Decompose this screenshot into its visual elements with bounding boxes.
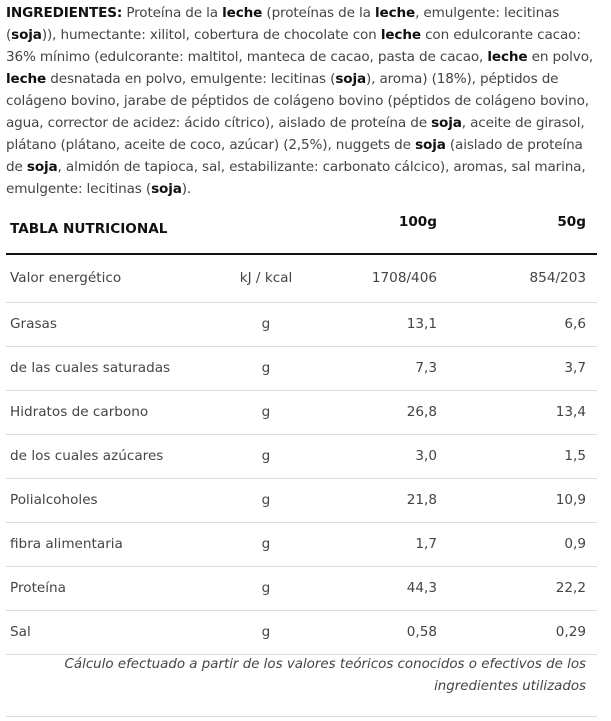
nutrition-table-header: TABLA NUTRICIONAL 100g 50g [6,206,597,255]
ingredient-text: (aislado de proteína de [6,137,583,175]
nutrition-row: Proteína g 44,3 22,2 [6,567,597,611]
nutrient-label: Hidratos de carbono [10,404,149,420]
calculation-footnote: Cálculo efectuado a partir de los valore… [64,657,586,694]
nutrient-value-100g: 1708/406 [371,270,437,286]
nutrient-unit: g [261,580,271,596]
nutrient-label: de las cuales saturadas [10,360,171,376]
nutrition-row: Valor energético kJ / kcal 1708/406 854/203 [6,255,597,303]
nutrition-row: Polialcoholes g 21,8 10,9 [6,479,597,523]
nutrition-row: de las cuales saturadas g 7,3 3,7 [6,347,597,391]
nutrition-row: Sal g 0,58 0,29 [6,611,597,655]
nutrient-value-50g: 13,4 [555,404,586,420]
ingredient-text: con edulcorante cacao: 36% mínimo (edulc… [6,27,581,65]
ingredient-highlight: leche [374,5,416,21]
nutrition-row: fibra alimentaria g 1,7 0,9 [6,523,597,567]
nutrient-unit: g [261,492,271,508]
nutrition-table: TABLA NUTRICIONAL 100g 50g Valor energét… [6,206,597,655]
ingredient-text: (proteínas de la [262,5,375,21]
nutrient-label: fibra alimentaria [10,536,123,552]
nutrient-value-100g: 3,0 [415,448,437,464]
ingredients-paragraph: INGREDIENTES: Proteína de la leche (prot… [6,2,596,200]
nutrient-value-100g: 0,58 [406,624,437,640]
nutrition-row: de los cuales azúcares g 3,0 1,5 [6,435,597,479]
column-header-100g: 100g [398,214,437,230]
nutrient-unit: g [261,536,271,552]
nutrient-label: Polialcoholes [10,492,98,508]
nutrient-value-50g: 0,9 [564,536,586,552]
ingredient-highlight: soja [335,71,366,87]
nutrient-value-50g: 22,2 [555,580,586,596]
nutrition-row: Grasas g 13,1 6,6 [6,303,597,347]
ingredient-highlight: leche [222,5,263,21]
bottom-divider [6,716,597,717]
ingredient-text: ), aroma) (18%), péptidos de colágeno bo… [6,71,589,131]
nutrient-unit: g [261,316,271,332]
ingredient-highlight: INGREDIENTES: [6,5,123,21]
ingredient-highlight: soja [151,181,182,197]
nutrient-value-100g: 21,8 [406,492,437,508]
column-header-50g: 50g [557,214,586,230]
ingredient-highlight: soja [26,159,58,175]
nutrient-unit: g [261,624,271,640]
ingredient-highlight: soja [11,27,42,43]
ingredient-text: Proteína de la [122,5,223,21]
nutrient-value-50g: 0,29 [555,624,586,640]
nutrient-unit: g [261,404,271,420]
ingredient-highlight: leche [487,49,528,65]
nutrition-table-title: TABLA NUTRICIONAL [10,221,168,237]
ingredient-text: en polvo, [527,49,594,65]
ingredient-text: , emulgente: lecitinas ( [6,5,560,43]
ingredient-highlight: leche [6,71,47,87]
nutrient-value-100g: 1,7 [415,536,437,552]
nutrient-value-100g: 13,1 [406,316,437,332]
nutrient-unit: g [261,360,271,376]
nutrient-value-50g: 854/203 [529,270,586,286]
nutrient-value-100g: 7,3 [415,360,437,376]
nutrient-unit: g [261,448,271,464]
ingredient-highlight: leche [380,27,421,43]
nutrient-value-50g: 1,5 [564,448,586,464]
ingredient-text: desnatada en polvo, emulgente: lecitinas… [46,71,336,87]
nutrient-value-100g: 44,3 [406,580,437,596]
nutrient-value-50g: 6,6 [564,316,586,332]
nutrient-label: Proteína [10,580,66,596]
ingredient-text: , aceite de girasol, plátano (plátano, a… [6,115,585,153]
nutrient-label: Grasas [10,316,57,332]
nutrient-label: de los cuales azúcares [10,448,164,464]
nutrient-value-100g: 26,8 [406,404,437,420]
nutrient-value-50g: 10,9 [555,492,586,508]
ingredient-highlight: soja [415,137,446,153]
nutrition-row: Hidratos de carbono g 26,8 13,4 [6,391,597,435]
ingredient-text: , almidón de tapioca, sal, estabilizante… [6,159,586,197]
nutrient-label: Sal [10,624,31,640]
ingredient-text: )), humectante: xilitol, cobertura de ch… [41,27,381,43]
nutrient-unit: kJ / kcal [239,270,293,286]
nutrient-value-50g: 3,7 [564,360,586,376]
ingredient-text: ). [181,181,192,197]
ingredient-highlight: soja [431,115,462,131]
nutrient-label: Valor energético [10,270,122,286]
